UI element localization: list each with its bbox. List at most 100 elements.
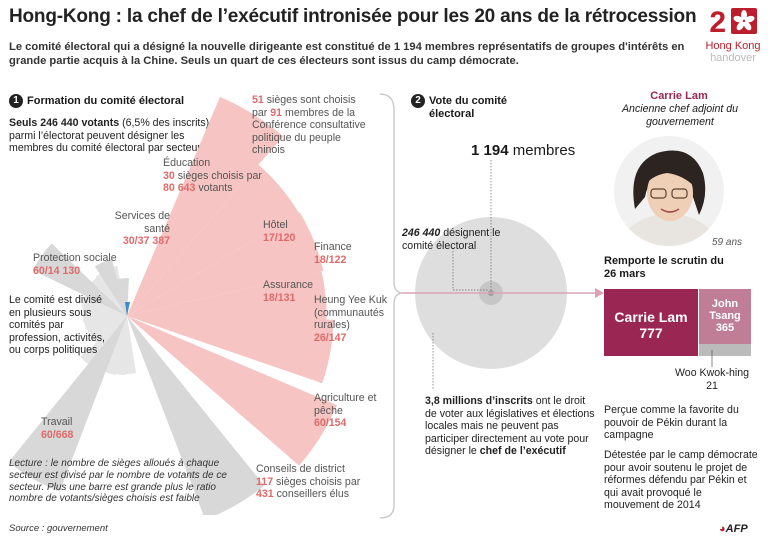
second-name: John Tsang — [709, 298, 741, 322]
designate-text: 246 440 désignent le comité électoral — [402, 227, 512, 252]
afp-icon: ◕ — [719, 523, 726, 535]
bracket-divider — [379, 93, 403, 519]
arrow-head — [595, 288, 604, 298]
labour-voters: 668 — [55, 428, 74, 441]
sector-wedge-8 — [127, 316, 337, 466]
district-seats: 117 — [256, 475, 274, 488]
cppcc-text1: sièges sont choisis par — [252, 94, 356, 119]
members-count: 1 194 membres — [471, 142, 575, 159]
reading-note: Lecture : le nombre de sièges alloués à … — [9, 458, 227, 505]
cppcc-seats: 51 — [252, 94, 264, 106]
finance-slash: / — [325, 253, 329, 266]
hotel-slash: / — [274, 231, 278, 244]
label-insurance: Assurance 18/131 — [263, 279, 323, 304]
cppcc-voters: 91 — [270, 106, 283, 119]
millions-rest: ont le droit de voter aux législatives e… — [425, 395, 595, 458]
labour-seats: 60 — [41, 428, 53, 441]
intro-text: Le comité électoral qui a désigné la nou… — [9, 41, 685, 67]
finance-name: Finance — [314, 241, 352, 253]
candidate-role: Ancienne chef adjoint du gouvernement — [621, 103, 739, 128]
second-votes: 365 — [715, 322, 735, 334]
insurance-seats: 18 — [263, 291, 275, 304]
district-text1: sièges choisis par — [273, 475, 361, 488]
members-word: membres — [508, 142, 576, 159]
label-agri: Agriculture et pêche 60/154 — [314, 392, 379, 430]
social-seats: 60 — [33, 264, 45, 277]
voters-bold: Seuls 246 440 votants — [9, 117, 120, 129]
label-district: Conseils de district 117 sièges choisis p… — [256, 463, 374, 501]
section2-title: Vote du comité électoral — [429, 95, 508, 120]
district-voters: 431 — [256, 488, 274, 501]
section2-number: 2 — [411, 94, 425, 108]
heung-slash: / — [325, 331, 329, 344]
label-education: Éducation 30 sièges choisis par 80 643 vo… — [163, 157, 263, 195]
label-cppcc: 51 sièges sont choisis par 91 membres de… — [252, 94, 372, 157]
favorite-text: Perçue comme la favorite du pouvoir de P… — [604, 404, 739, 442]
sector-wedge-0 — [127, 96, 284, 317]
candidate-name: Carrie Lam — [650, 90, 708, 102]
candidate-age: 59 ans — [712, 237, 743, 248]
minor-sector-wedge — [95, 269, 127, 316]
millions-text: 3,8 millions d’inscrits ont le droit de … — [425, 395, 595, 458]
agri-slash: / — [325, 417, 329, 430]
label-health: Services de santé 30/37 387 — [108, 210, 170, 248]
third-name: Woo Kwok-hing — [675, 367, 749, 379]
minor-sector-wedge — [92, 316, 127, 347]
result-bar-winner: Carrie Lam 777 — [604, 289, 698, 356]
source-note: Source : gouvernement — [9, 523, 108, 534]
label-social: Protection sociale 60/14 130 — [33, 252, 133, 277]
social-slash: / — [44, 264, 48, 277]
district-text2: conseillers élus — [273, 488, 350, 501]
third-candidate: Woo Kwok-hing 21 — [672, 367, 752, 392]
sector-wedge-10 — [127, 316, 265, 515]
education-text2: votants — [195, 182, 233, 195]
health-name: Services de santé — [114, 210, 170, 235]
page-title: Hong-Kong : la chef de l’exécutif intron… — [9, 6, 697, 27]
heung-voters: 147 — [328, 331, 347, 344]
section1-number: 1 — [9, 94, 23, 108]
section1-title: Formation du comité électoral — [27, 95, 185, 107]
millions-bold: 3,8 millions d’inscrits — [425, 395, 533, 407]
labour-slash: / — [52, 428, 56, 441]
insurance-name: Assurance — [263, 279, 314, 291]
sector-wedge-7 — [127, 316, 334, 384]
logo-line2: handover — [710, 52, 756, 64]
afp-text: AFP — [725, 523, 748, 535]
district-name: Conseils de district — [256, 463, 345, 475]
logo-line1: Hong Kong — [705, 40, 761, 52]
hotel-name: Hôtel — [263, 219, 288, 231]
sector-wedge-5 — [127, 212, 324, 316]
designate-number: 246 440 — [402, 227, 441, 239]
hotel-voters: 120 — [277, 231, 296, 244]
won-text: Remporte le scrutin du 26 mars — [604, 255, 724, 280]
members-number: 1 194 — [471, 142, 509, 159]
designate-rest: désignent le comité électoral — [402, 227, 501, 252]
education-name: Éducation — [163, 157, 211, 169]
insurance-voters: 131 — [277, 291, 296, 304]
heung-name: Heung Yee Kuk (communautés rurales) — [314, 294, 388, 332]
sector-wedge-2 — [94, 259, 127, 316]
finance-voters: 122 — [328, 253, 347, 266]
millions-end: chef de l’exécutif — [479, 445, 566, 458]
label-finance: Finance 18/122 — [314, 241, 374, 266]
minor-sector-wedge — [88, 316, 127, 342]
label-labour: Travail 60/668 — [41, 416, 101, 441]
hotel-seats: 17 — [263, 231, 275, 244]
afp-logo: ◕AFP — [719, 523, 748, 535]
voters-rest: (6,5% des inscrits) parmi l’électorat pe… — [9, 117, 210, 155]
logo-digit: 2 — [709, 6, 727, 39]
bauhinia-icon — [730, 8, 757, 34]
third-pointer — [711, 350, 713, 367]
agri-name: Agriculture et pêche — [314, 392, 377, 417]
labour-name: Travail — [41, 416, 73, 428]
winner-votes: 777 — [639, 325, 663, 341]
minor-sector-wedge — [90, 274, 127, 316]
hated-text: Détestée par le camp démocrate pour avoi… — [604, 449, 758, 512]
winner-name: Carrie Lam — [614, 309, 688, 325]
heung-seats: 26 — [314, 331, 326, 344]
label-hotel: Hôtel 17/120 — [263, 219, 323, 244]
handover-logo: 2 Hong Kong handover — [704, 6, 762, 65]
education-seats: 30 — [163, 169, 175, 182]
chart-wedges — [8, 96, 337, 515]
